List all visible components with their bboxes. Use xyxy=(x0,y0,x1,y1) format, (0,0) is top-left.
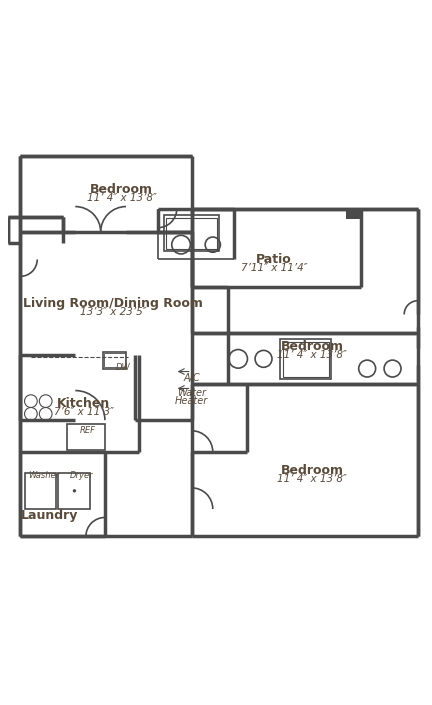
Bar xyxy=(346,209,361,219)
Text: Living Room/Dining Room: Living Room/Dining Room xyxy=(23,298,203,310)
Text: Bedroom: Bedroom xyxy=(281,340,344,352)
Text: 7’6″ x 11’3″: 7’6″ x 11’3″ xyxy=(54,407,114,417)
Text: Kitchen: Kitchen xyxy=(57,397,111,410)
Text: Washer: Washer xyxy=(28,471,59,479)
Text: Patio: Patio xyxy=(256,253,292,266)
Text: 11’ 4″ x 13’8″: 11’ 4″ x 13’8″ xyxy=(277,474,347,484)
Text: 11’ 4″ x 13’8″: 11’ 4″ x 13’8″ xyxy=(87,193,157,203)
Bar xyxy=(104,353,125,367)
Text: 11’ 4″ x 13’8″: 11’ 4″ x 13’8″ xyxy=(277,350,347,360)
Text: Bedroom: Bedroom xyxy=(90,183,153,196)
Bar xyxy=(25,473,56,509)
Text: DW: DW xyxy=(115,363,130,372)
Text: Water: Water xyxy=(177,388,206,398)
Text: 13’3″ x 23’5″: 13’3″ x 23’5″ xyxy=(80,307,147,317)
Circle shape xyxy=(73,489,76,493)
Text: Dryer: Dryer xyxy=(70,471,93,479)
Text: REF: REF xyxy=(80,427,96,435)
Bar xyxy=(164,215,219,251)
Text: Bedroom: Bedroom xyxy=(281,465,344,477)
Text: 7’11″ x 11’4″: 7’11″ x 11’4″ xyxy=(241,263,308,273)
Bar xyxy=(103,352,126,369)
Bar xyxy=(58,473,90,509)
Text: Heater: Heater xyxy=(175,396,208,406)
Text: A/C: A/C xyxy=(183,373,200,383)
Bar xyxy=(280,338,331,379)
Bar xyxy=(283,341,329,376)
Bar xyxy=(67,424,105,450)
Text: Laundry: Laundry xyxy=(21,509,79,522)
Bar xyxy=(166,218,217,249)
